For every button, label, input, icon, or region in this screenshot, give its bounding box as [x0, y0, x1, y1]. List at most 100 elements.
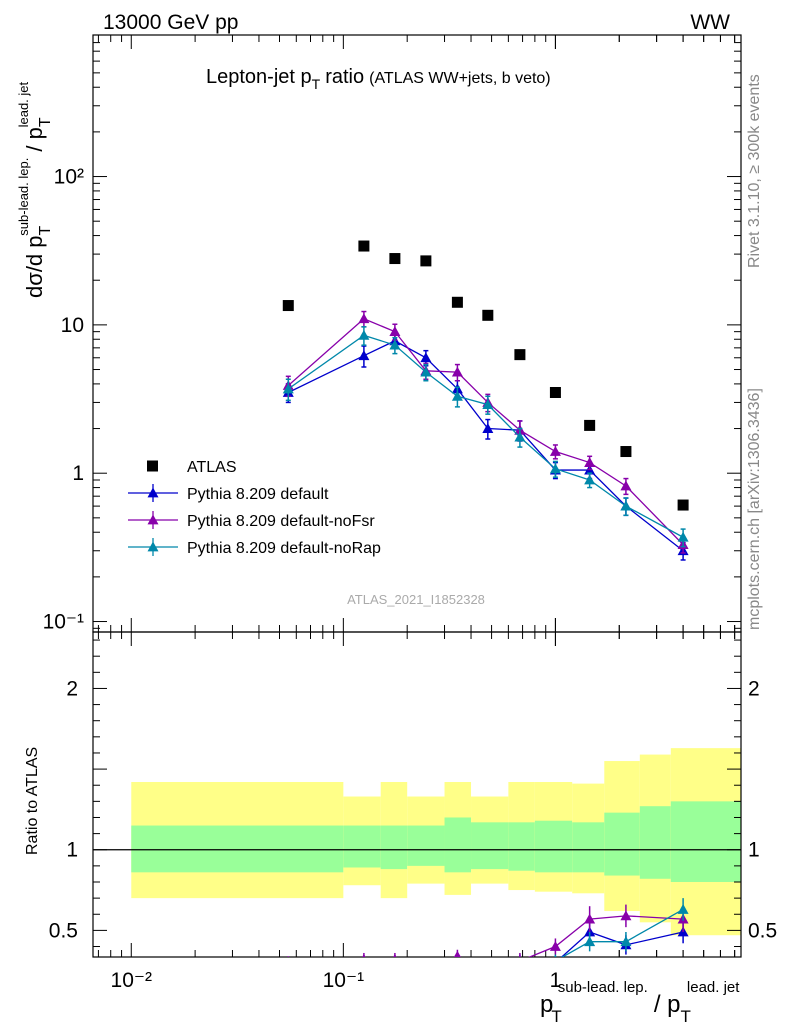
ratio-point: [482, 964, 493, 974]
data-point: [451, 366, 463, 377]
ratio-point: [554, 955, 557, 957]
data-point: [549, 446, 561, 456]
y-tick-label: 10⁻¹: [43, 611, 84, 634]
ratio-point: [393, 953, 397, 957]
legend-marker: [147, 487, 159, 498]
x-tick-label: 10⁻²: [111, 969, 152, 992]
legend-marker: [147, 514, 159, 525]
series-atlas: [282, 240, 689, 511]
data-point: [549, 463, 561, 474]
legend-label: Pythia 8.209 default-noRap: [187, 540, 381, 557]
legend-marker: [147, 541, 159, 552]
ratio-series-pythia-8-209-default-nofsr: [283, 904, 689, 987]
ratio-tick-label-right: 2: [748, 677, 760, 700]
ratio-point: [283, 964, 294, 974]
data-point: [620, 480, 632, 491]
x-ticks: 10⁻² 10⁻¹ 1: [97, 35, 736, 992]
legend-marker: [147, 460, 158, 472]
ratio-point: [389, 964, 400, 974]
legend: ATLAS Pythia 8.209 default Pythia 8.209 de…: [128, 459, 381, 557]
data-point: [584, 474, 596, 485]
plot-title: Lepton-jet pT ratio (ATLAS WW+jets, b veto…: [206, 66, 551, 92]
ratio-point: [482, 965, 493, 975]
data-point: [420, 352, 432, 363]
ratio-point: [420, 977, 431, 987]
main-series: [282, 240, 689, 561]
data-point: [358, 313, 370, 324]
data-point: [358, 350, 370, 361]
ratio-point: [584, 936, 596, 947]
legend-label: Pythia 8.209 default: [187, 486, 329, 503]
uncertainty-band-inner: [444, 817, 472, 873]
ratio-point: [420, 970, 431, 980]
ratio-point: [362, 953, 366, 957]
main-y-ticks: 10⁻¹ 1 10 10²: [43, 34, 741, 634]
ratio-point: [549, 941, 561, 951]
ratio-tick-label-left: 0.5: [49, 919, 78, 942]
ratio-point: [453, 950, 461, 957]
energy-label: 13000 GeV pp: [103, 11, 238, 34]
data-point: [514, 431, 526, 442]
ratio-ylabel: Ratio to ATLAS: [24, 747, 41, 855]
ratio-point: [389, 960, 400, 970]
ratio-bands: [93, 748, 741, 936]
ratio-point: [620, 910, 632, 921]
data-point: [389, 326, 401, 337]
uncertainty-band-inner: [639, 806, 671, 879]
ratio-line: [561, 908, 684, 957]
uncertainty-band-inner: [407, 825, 445, 866]
uncertainty-band-inner: [572, 822, 605, 873]
svg-text:dσ/d pTsub-lead. lep./ pTlead.: dσ/d pTsub-lead. lep./ pTlead. jet: [16, 81, 54, 298]
uncertainty-band-inner: [508, 822, 535, 871]
ratio-point: [514, 960, 525, 970]
data-point: [482, 399, 494, 410]
x-tick-label: 10⁻¹: [323, 969, 364, 992]
uncertainty-band-inner: [131, 825, 344, 873]
data-point: [282, 383, 294, 394]
atlas-data-point: [549, 386, 561, 398]
ratio-line: [560, 931, 684, 957]
rivet-label: Rivet 3.1.10, ≥ 300k events: [746, 74, 763, 268]
atlas-data-point: [282, 300, 294, 312]
y-tick-label: 10²: [54, 166, 84, 189]
process-label: WW: [690, 11, 730, 34]
uncertainty-band-inner: [380, 825, 408, 870]
ratio-point: [420, 977, 431, 987]
uncertainty-band-inner: [604, 812, 640, 876]
atlas-data-point: [677, 499, 689, 511]
analysis-watermark: ATLAS_2021_I1852328: [347, 592, 485, 607]
legend-label: Pythia 8.209 default-noFsr: [187, 513, 375, 530]
data-point: [358, 329, 370, 340]
mcplots-label: mcplots.cern.ch [arXiv:1306.3436]: [746, 388, 763, 630]
ratio-tick-label-right: 1: [748, 839, 760, 862]
ratio-series-pythia-8-209-default-norap: [389, 898, 689, 987]
ratio-point: [482, 978, 493, 988]
atlas-data-point: [389, 253, 401, 265]
atlas-data-point: [514, 349, 526, 361]
ratio-y-ticks: 0.5 0.5 1 1 2 2: [49, 639, 777, 948]
ratio-point: [677, 903, 689, 914]
series-pythia-8-209-default-norap: [282, 326, 689, 548]
legend-label: ATLAS: [187, 459, 237, 476]
ratio-line: [455, 915, 684, 957]
data-point: [389, 339, 401, 350]
x-tick-label: 1: [550, 969, 562, 992]
x-axis-label: pTsub-lead. lep./ pTlead. jet: [540, 979, 740, 1024]
ratio-tick-label-right: 0.5: [748, 919, 777, 942]
data-point: [620, 500, 632, 511]
ratio-point: [283, 959, 294, 969]
ratio-point: [620, 936, 632, 947]
atlas-data-point: [584, 419, 596, 431]
ratio-point: [519, 955, 521, 957]
ratio-point: [550, 957, 561, 967]
ratio-frame: [92, 631, 742, 958]
data-point: [482, 423, 494, 433]
uncertainty-band-inner: [534, 820, 573, 873]
ratio-point: [452, 964, 463, 974]
data-point: [584, 457, 596, 467]
ratio-tick-label-left: 2: [66, 677, 78, 700]
data-point: [677, 531, 689, 542]
y-tick-label: 1: [72, 462, 84, 485]
atlas-data-point: [620, 446, 632, 458]
